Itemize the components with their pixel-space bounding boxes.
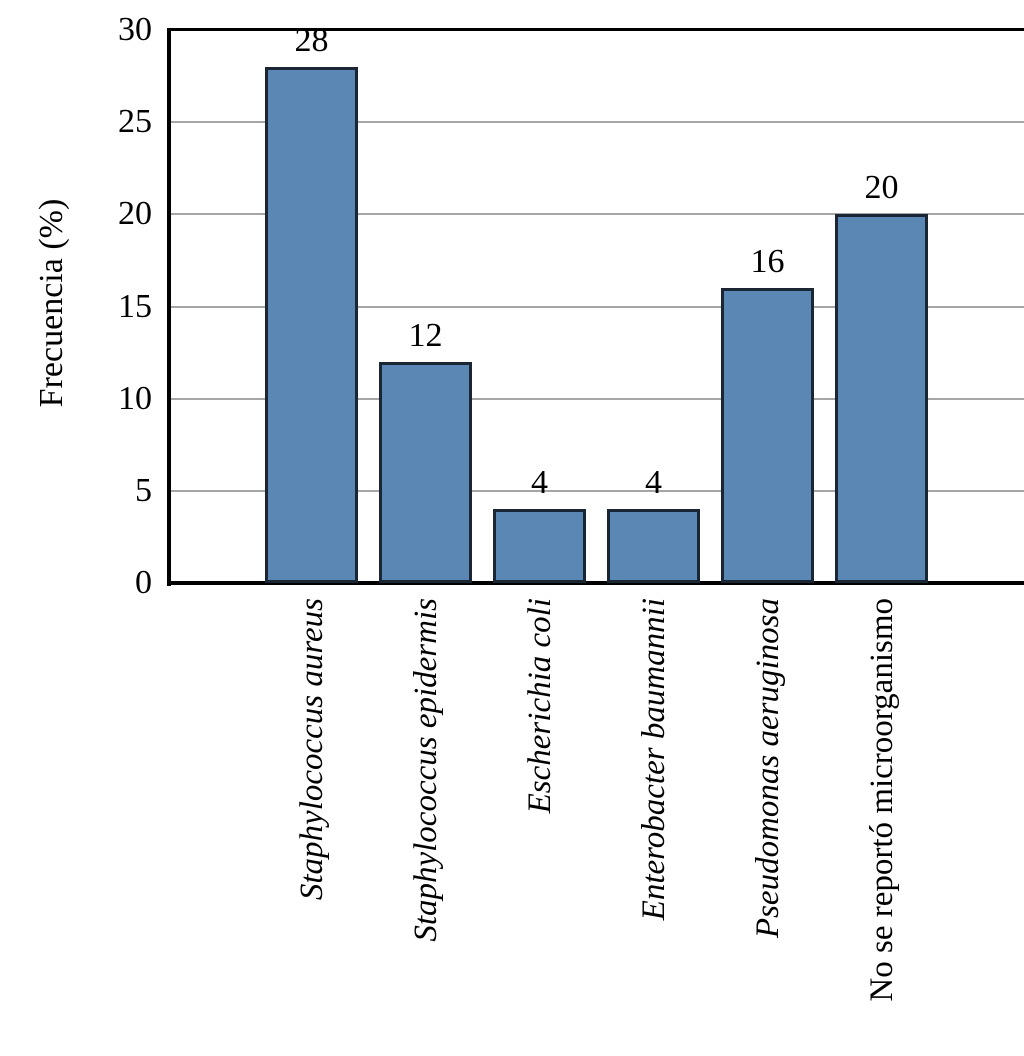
- gridline-y-25: [171, 121, 1024, 124]
- y-tick-label-15: 15: [118, 287, 152, 325]
- bar-5: [835, 214, 928, 583]
- x-category-label-4: Pseudomonas aeruginosa: [749, 598, 786, 939]
- gridline-y-20: [171, 213, 1024, 216]
- y-tick-label-10: 10: [118, 379, 152, 417]
- bar-value-label-1: 12: [408, 316, 443, 354]
- plot-top-border: [167, 28, 1024, 31]
- y-tick-label-30: 30: [118, 11, 152, 48]
- x-category-label-5: No se reportó microorganismo: [863, 598, 900, 1002]
- x-category-label-1: Staphylococcus epidermis: [407, 598, 444, 942]
- bar-1: [379, 361, 472, 583]
- bar-4: [721, 288, 814, 583]
- x-axis-line: [167, 581, 1024, 585]
- gridline-y-15: [171, 305, 1024, 308]
- y-axis-line: [167, 28, 171, 586]
- y-tick-label-0: 0: [135, 564, 152, 601]
- y-tick-label-25: 25: [118, 103, 152, 141]
- gridline-y-10: [171, 397, 1024, 400]
- y-tick-label-20: 20: [118, 195, 152, 233]
- x-category-label-3: Enterobacter baumannii: [635, 598, 672, 921]
- bar-0: [265, 66, 358, 583]
- y-axis-title: Frecuencia (%): [33, 198, 70, 408]
- x-category-label-0: Staphylococcus aureus: [293, 598, 330, 901]
- x-category-label-2: Escherichia coli: [521, 598, 558, 814]
- bar-value-label-4: 16: [750, 243, 785, 281]
- bar-value-label-5: 20: [864, 169, 899, 207]
- bar-value-label-2: 4: [531, 464, 548, 502]
- bar-value-label-0: 28: [294, 21, 329, 59]
- bar-value-label-3: 4: [645, 464, 662, 502]
- bar-2: [493, 509, 586, 583]
- bar-3: [607, 509, 700, 583]
- gridline-y-5: [171, 489, 1024, 492]
- y-tick-label-5: 5: [135, 471, 152, 509]
